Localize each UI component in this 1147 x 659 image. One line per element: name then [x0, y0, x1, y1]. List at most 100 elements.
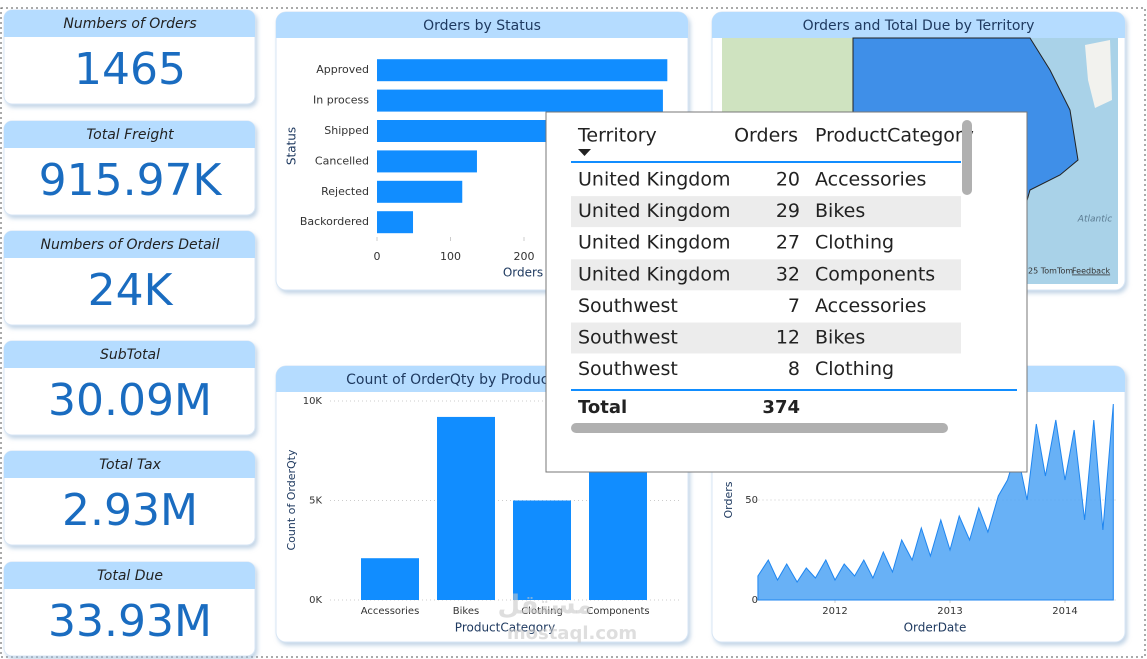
- x-tick-label: 2013: [937, 606, 962, 617]
- table-cell: United Kingdom: [578, 263, 731, 285]
- card-value: 33.93M: [48, 596, 212, 647]
- panel-title: Orders and Total Due by Territory: [803, 18, 1035, 34]
- x-tick-label: 100: [440, 250, 461, 263]
- table-cell: 29: [776, 200, 800, 222]
- card-value: 915.97K: [39, 155, 223, 206]
- card-title: Total Tax: [99, 457, 161, 473]
- bar: [377, 150, 477, 173]
- bar: [377, 59, 668, 82]
- map-attribution: 25 TomTom: [1028, 267, 1073, 276]
- card-header: [4, 231, 255, 258]
- sort-arrow: [578, 149, 591, 156]
- card-value: 2.93M: [62, 485, 198, 536]
- v-scrollbar: [962, 120, 972, 195]
- x-axis-title: ProductCategory: [455, 621, 555, 635]
- card-value: 1465: [74, 44, 186, 95]
- table-frame: [545, 111, 1028, 473]
- table-cell: Southwest: [578, 327, 678, 349]
- card-title: Total Freight: [86, 127, 174, 143]
- table-header: Orders: [734, 125, 798, 147]
- y-tick-label: Rejected: [321, 185, 369, 198]
- panel-header: [276, 12, 688, 38]
- x-tick-label: Clothing: [521, 606, 563, 617]
- table-cell: Clothing: [815, 358, 894, 380]
- total-value: 374: [762, 397, 800, 418]
- card-header: [4, 451, 255, 478]
- table-cell: Bikes: [815, 327, 865, 349]
- y-tick-label: Shipped: [324, 124, 369, 137]
- table-cell: Accessories: [815, 295, 926, 317]
- card-header: [4, 10, 255, 37]
- table-cell: Southwest: [578, 358, 678, 380]
- map-label: Atlantic: [1077, 215, 1112, 225]
- card-header: [4, 562, 255, 589]
- table-cell: United Kingdom: [578, 200, 731, 222]
- table-cell: United Kingdom: [578, 232, 731, 254]
- x-axis-title: Orders: [503, 266, 543, 280]
- table-cell: Components: [815, 263, 935, 285]
- table-cell: 8: [788, 358, 800, 380]
- area: [757, 403, 1114, 601]
- h-scrollbar: [571, 423, 948, 433]
- row-band: [571, 196, 961, 228]
- watermark: مستقل: [497, 591, 592, 621]
- y-tick-label: 0K: [309, 595, 322, 606]
- panel-header: [712, 12, 1125, 38]
- table-cell: 20: [776, 169, 800, 191]
- y-tick-label: 5K: [309, 496, 322, 507]
- panel-title: Orders by Status: [423, 18, 541, 34]
- y-axis-title: Orders: [722, 481, 735, 518]
- table-header: ProductCategory: [815, 125, 974, 147]
- y-tick-label: Approved: [316, 63, 369, 76]
- table-cell: 27: [776, 232, 800, 254]
- map-island: [1085, 40, 1112, 108]
- table-overlay: Territory Orders ProductCategory United Kin…: [545, 111, 1028, 473]
- table-cell: Bikes: [815, 200, 865, 222]
- table-cell: 7: [788, 295, 800, 317]
- card-header: [4, 121, 255, 148]
- x-tick-label: 2014: [1052, 606, 1077, 617]
- y-tick-label: Backordered: [300, 215, 369, 228]
- x-tick-label: Accessories: [361, 606, 420, 617]
- card-value: 30.09M: [48, 375, 212, 426]
- y-axis-title: Status: [285, 127, 299, 165]
- y-tick-label: In process: [313, 94, 369, 107]
- y-tick-label: Cancelled: [315, 154, 369, 167]
- bar: [377, 180, 463, 203]
- bar: [377, 211, 414, 234]
- table-cell: Clothing: [815, 232, 894, 254]
- total-label: Total: [578, 397, 627, 418]
- row-band: [571, 259, 961, 291]
- y-axis-title: Count of OrderQty: [285, 449, 298, 550]
- x-tick-label: 0: [374, 250, 381, 263]
- card-title: Numbers of Orders: [63, 16, 196, 32]
- y-tick-label: 50: [745, 495, 758, 506]
- card-header: [4, 341, 255, 368]
- table-cell: 32: [776, 263, 800, 285]
- x-tick-label: 200: [514, 250, 535, 263]
- table-cell: United Kingdom: [578, 169, 731, 191]
- table-header: Territory: [577, 125, 657, 147]
- card-title: Numbers of Orders Detail: [41, 237, 220, 253]
- bar: [377, 89, 663, 112]
- map-feedback: Feedback: [1072, 267, 1110, 276]
- x-tick-label: 2012: [822, 606, 847, 617]
- y-tick-label: 10K: [303, 396, 323, 407]
- table-cell: Southwest: [578, 295, 678, 317]
- table-cell: 12: [776, 327, 800, 349]
- x-axis-title: OrderDate: [904, 621, 967, 635]
- page-border: [0, 7, 1146, 658]
- x-tick-label: Bikes: [453, 606, 479, 617]
- watermark: mostaql.com: [507, 623, 637, 644]
- bar: [437, 416, 495, 600]
- table-cell: Accessories: [815, 169, 926, 191]
- card-title: Total Due: [97, 568, 163, 584]
- card-title: SubTotal: [100, 347, 160, 363]
- card-value: 24K: [88, 265, 174, 316]
- x-tick-label: Components: [586, 606, 649, 617]
- bar: [361, 558, 419, 600]
- bar: [513, 500, 571, 600]
- row-band: [571, 322, 961, 354]
